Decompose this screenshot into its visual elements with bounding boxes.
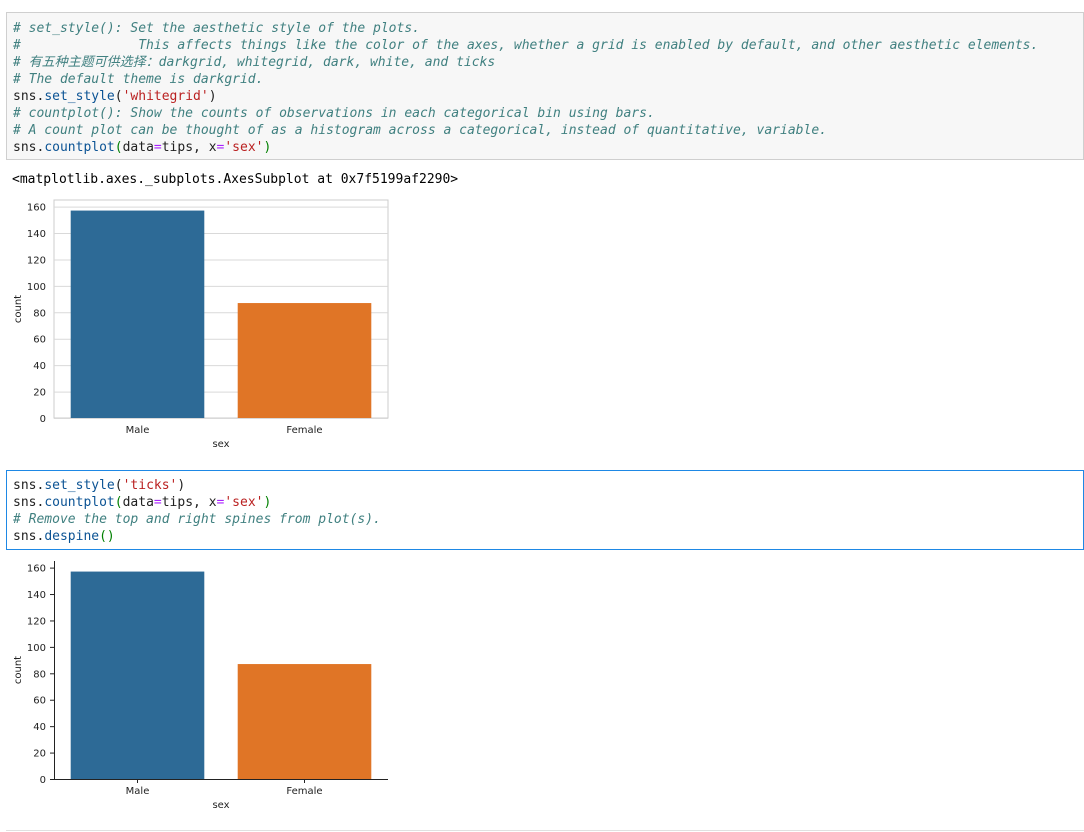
x-tick-label: Male [126,425,150,436]
code-token: despine [44,529,100,544]
code-token: ( [114,495,123,510]
y-tick-label: 40 [33,361,46,372]
y-tick-label: 60 [33,335,46,346]
code-token: data [122,495,154,510]
x-tick-label: Male [126,786,150,797]
code-token: = [216,495,225,510]
code-token: = [153,140,162,155]
bar-female [237,303,372,418]
y-tick-label: 20 [33,749,46,760]
code-line: sns.set_style('whitegrid') [13,88,217,105]
bar-male [70,571,205,779]
code-token: 'sex' [224,495,264,510]
code-token: sns. [13,478,45,493]
code-token: countplot [44,495,115,510]
code-token: # A count plot can be thought of as a hi… [13,123,827,138]
code-token: sns. [13,529,45,544]
code-token: ) [177,478,186,493]
y-tick-label: 100 [27,643,46,654]
code-token: 'whitegrid' [122,89,209,104]
code-line: # A count plot can be thought of as a hi… [13,122,827,139]
code-token: # set_style(): Set the aesthetic style o… [13,21,420,36]
code-token: set_style [44,478,115,493]
code-token: # Remove the top and right spines from p… [13,512,381,527]
y-tick-label: 0 [40,414,46,425]
code-line: # set_style(): Set the aesthetic style o… [13,20,420,37]
countplot-whitegrid: 0 20 40 60 80 100 120 140 160 Male Female sex count [13,199,389,450]
code-token: sns. [13,495,45,510]
code-cell-2[interactable]: sns.set_style('ticks') sns.countplot(data… [6,470,1084,550]
y-axis-label: count [13,295,24,323]
code-token: ) [208,89,217,104]
code-token: # The default theme is darkgrid. [13,72,264,87]
y-tick-label: 140 [27,590,46,601]
code-token: # 有五种主题可供选择：darkgrid, whitegrid, dark, w… [13,55,496,70]
y-tick-label: 60 [33,696,46,707]
x-tick-label: Female [286,425,322,436]
code-line: sns.despine() [13,528,115,545]
code-token: tips, x [161,140,217,155]
code-cell-1[interactable]: # set_style(): Set the aesthetic style o… [6,12,1084,160]
x-axis-label: sex [212,800,229,811]
code-line: # countplot(): Show the counts of observ… [13,105,655,122]
code-token: ) [263,140,272,155]
code-token: () [99,529,115,544]
y-tick-label: 20 [33,388,46,399]
output-text: <matplotlib.axes._subplots.AxesSubplot a… [12,172,459,187]
code-token: ) [263,495,272,510]
y-tick-label: 160 [27,564,46,575]
code-token: ( [114,89,123,104]
y-tick-label: 160 [27,203,46,214]
code-token: # This affects things like the color of … [13,38,1039,53]
code-line: sns.countplot(data=tips, x='sex') [13,139,271,156]
code-token: 'ticks' [122,478,178,493]
code-token: countplot [44,140,115,155]
code-line: sns.set_style('ticks') [13,477,185,494]
x-tick-label: Female [286,786,322,797]
y-tick-label: 140 [27,229,46,240]
x-axis-label: sex [212,439,229,450]
y-tick-label: 100 [27,282,46,293]
code-token: ( [114,478,123,493]
divider [6,830,1084,831]
code-token: set_style [44,89,115,104]
y-tick-label: 0 [40,775,46,786]
code-line: sns.countplot(data=tips, x='sex') [13,494,271,511]
y-tick-label: 40 [33,722,46,733]
bar-female [237,664,372,779]
code-line: # 有五种主题可供选择：darkgrid, whitegrid, dark, w… [13,54,495,71]
y-tick-label: 120 [27,255,46,266]
code-token: 'sex' [224,140,264,155]
code-token: sns. [13,140,45,155]
code-token: = [216,140,225,155]
code-token: sns. [13,89,45,104]
y-axis-label: count [13,656,24,684]
code-token: # countplot(): Show the counts of observ… [13,106,655,121]
code-line: # The default theme is darkgrid. [13,71,263,88]
y-tick-label: 80 [33,669,46,680]
code-token: tips, x [161,495,217,510]
code-token: ( [114,140,123,155]
code-line: # Remove the top and right spines from p… [13,511,381,528]
y-tick-label: 120 [27,616,46,627]
code-token: data [122,140,154,155]
code-line: # This affects things like the color of … [13,37,1038,54]
bar-male [70,210,205,418]
code-token: = [153,495,162,510]
y-tick-label: 80 [33,308,46,319]
